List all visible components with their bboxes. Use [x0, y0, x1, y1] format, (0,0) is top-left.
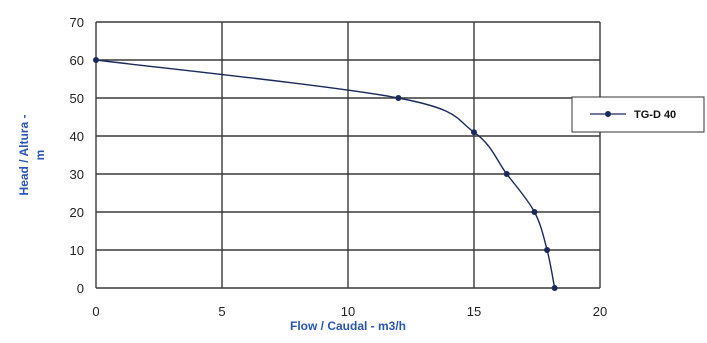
x-tick-label: 10 — [341, 304, 355, 319]
x-tick-label: 20 — [593, 304, 607, 319]
y-tick-label: 20 — [70, 205, 84, 220]
y-tick-label: 10 — [70, 243, 84, 258]
y-tick-label: 30 — [70, 167, 84, 182]
data-point — [503, 171, 510, 177]
x-tick-label: 0 — [92, 304, 99, 319]
y-axis-title-group: Head / Altura - m — [17, 115, 47, 196]
x-axis-title: Flow / Caudal - m3/h — [290, 319, 406, 333]
y-tick-label: 70 — [70, 15, 84, 30]
data-point — [395, 95, 402, 101]
x-tick-label: 5 — [218, 304, 225, 319]
series-line — [95, 59, 556, 289]
data-point — [471, 129, 477, 136]
y-tick-label: 60 — [70, 53, 84, 68]
y-axis-title-line1: Head / Altura - — [17, 115, 31, 196]
data-point — [93, 57, 99, 63]
y-tick-label: 40 — [70, 129, 84, 144]
tick-labels: 0 10 20 30 40 50 60 70 0 5 10 15 20 — [70, 15, 608, 319]
y-axis-title-line2: m — [33, 150, 47, 161]
gridlines — [95, 21, 601, 289]
x-tick-label: 15 — [467, 304, 481, 319]
legend: TG-D 40 — [571, 96, 705, 133]
series-layer — [93, 57, 558, 291]
data-point — [531, 209, 538, 215]
legend-label: TG-D 40 — [634, 109, 676, 121]
y-tick-label: 50 — [70, 91, 84, 106]
y-tick-label: 0 — [77, 281, 84, 296]
data-point — [551, 285, 558, 291]
legend-marker — [605, 111, 611, 117]
data-point — [544, 247, 551, 253]
